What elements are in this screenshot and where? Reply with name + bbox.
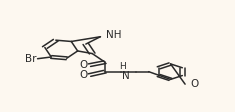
Text: Br: Br <box>25 54 36 64</box>
Text: NH: NH <box>106 30 121 40</box>
Text: H: H <box>119 62 126 71</box>
Text: O: O <box>191 79 199 89</box>
Text: O: O <box>79 70 88 80</box>
Text: N: N <box>122 71 130 81</box>
Text: O: O <box>79 60 88 70</box>
